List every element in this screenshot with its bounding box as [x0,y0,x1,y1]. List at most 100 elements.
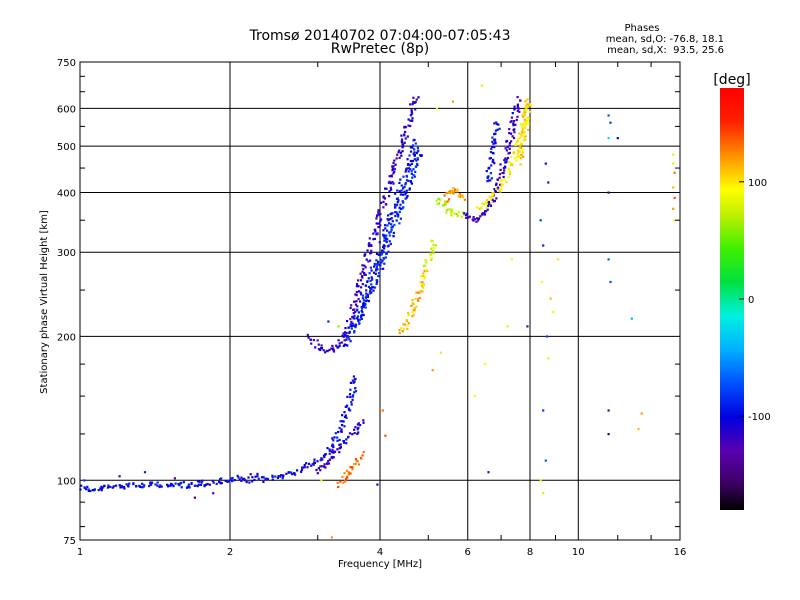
data-point [271,476,274,479]
data-point [328,449,331,452]
data-point [349,409,352,412]
data-point [490,147,493,150]
data-point [123,487,126,490]
data-point [379,258,382,261]
data-point [341,334,344,337]
data-point [349,323,352,326]
data-point [368,272,371,275]
data-point [220,481,223,485]
data-point [350,403,353,406]
data-point [85,488,88,491]
data-point [366,295,369,298]
data-point [327,462,330,465]
data-point [386,218,389,221]
grid [79,61,681,541]
data-point [338,426,341,430]
data-point [352,324,355,327]
data-point [496,128,499,131]
data-point [402,175,405,178]
data-point [413,175,416,178]
data-point [363,264,366,267]
data-point [339,446,342,450]
data-point [516,96,519,99]
data-point [367,243,370,246]
data-point [410,162,413,165]
data-point [392,165,395,168]
data-point [398,181,401,184]
data-point [382,251,385,254]
data-point [542,409,545,412]
data-point [485,203,488,206]
data-point [518,147,521,150]
data-point [437,197,440,200]
data-point [454,188,457,191]
data-point [301,466,304,469]
data-point [504,147,507,150]
data-point [359,272,362,275]
data-point [291,473,294,476]
data-point [502,167,505,170]
data-point [507,176,510,179]
data-point [409,146,412,149]
data-point [226,480,229,483]
data-point [316,460,319,463]
data-point [351,324,354,328]
data-point [414,108,417,111]
data-point [435,199,438,202]
data-point [524,135,527,138]
y-tick-label: 600 [57,104,76,115]
data-point [379,220,382,223]
y-tick-label: 300 [57,248,76,259]
data-point [314,346,317,349]
data-point [396,200,399,204]
data-point [345,478,348,481]
data-point [529,110,532,113]
data-point [143,484,146,487]
data-point [450,191,454,194]
data-point [343,331,347,334]
data-point [404,170,407,173]
data-point [420,285,424,288]
data-point [431,369,434,372]
data-point [494,189,497,192]
colorbar-tick-label: 0 [748,295,754,306]
data-point [343,333,346,336]
data-point [342,440,345,443]
y-tick-label: 400 [57,188,76,199]
data-point [430,239,433,242]
data-point [402,328,406,331]
data-point [348,338,351,341]
data-point [401,330,404,333]
data-point [495,187,498,190]
data-point [282,474,285,477]
data-point [196,480,200,483]
data-point [510,116,513,119]
data-point [141,486,144,489]
data-point [521,127,524,130]
data-point [320,347,323,350]
data-point [491,160,494,163]
data-point [319,465,322,468]
data-point [332,456,335,459]
data-point [411,112,414,115]
data-point [360,275,364,278]
data-point [373,237,376,240]
x-tick-label: 10 [572,547,585,558]
data-point [360,314,363,317]
data-point [481,212,484,215]
data-point [472,219,475,222]
data-point [493,133,496,136]
data-point [271,474,274,477]
data-point [375,279,378,282]
data-point [416,298,420,301]
data-point [354,462,357,465]
data-point [521,151,524,154]
data-point [317,348,320,351]
data-point [607,258,610,261]
data-point [336,481,339,484]
data-point [332,450,335,453]
data-point [526,325,529,328]
data-point [265,477,268,480]
data-point [345,469,349,472]
